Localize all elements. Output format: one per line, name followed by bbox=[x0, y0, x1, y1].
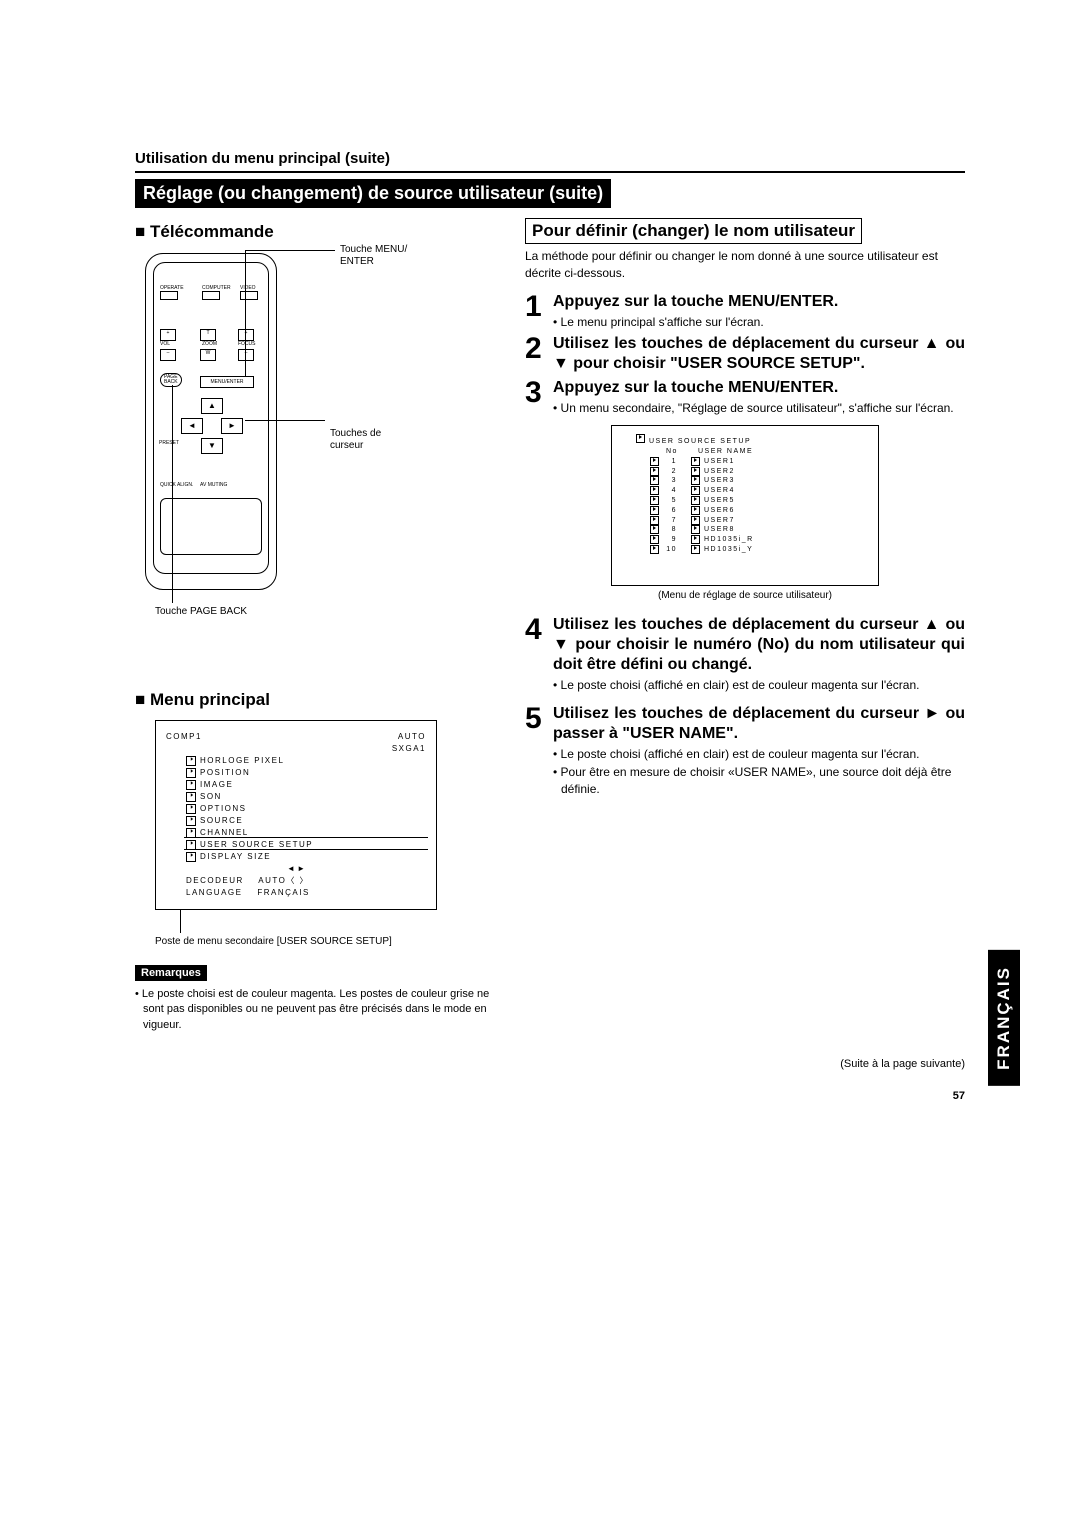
cursor-callout: Touches de curseur bbox=[330, 428, 381, 452]
step-bullet: • Le poste choisi (affiché en clair) est… bbox=[553, 677, 965, 694]
menu-item: IMAGE bbox=[200, 780, 233, 789]
remote-diagram: OPERATE COMPUTER VIDEO VOL ZOOM FOCUS + … bbox=[145, 250, 325, 630]
step-bullet: • Pour être en mesure de choisir «USER N… bbox=[553, 764, 965, 798]
remarques-label: Remarques bbox=[135, 965, 207, 981]
menu-heading: Menu principal bbox=[135, 690, 495, 710]
menu-item: CHANNEL bbox=[200, 828, 249, 837]
uss-row: 7USER7 bbox=[650, 516, 866, 526]
main-menu-box: COMP1 AUTO SXGA1 HORLOGE PIXEL POSITION … bbox=[155, 720, 437, 910]
step-number: 2 bbox=[525, 334, 553, 374]
menu-topleft: COMP1 bbox=[166, 731, 202, 743]
uss-row: 9HD1035i_R bbox=[650, 535, 866, 545]
remote-heading: Télécommande bbox=[135, 222, 495, 242]
step-1: 1 Appuyez sur la touche MENU/ENTER. • Le… bbox=[525, 292, 965, 331]
language-label: LANGUAGE bbox=[186, 888, 242, 897]
av-muting-label: AV MUTING bbox=[200, 483, 227, 488]
uss-caption: (Menu de réglage de source utilisateur) bbox=[525, 590, 965, 601]
step-title: Utilisez les touches de déplacement du c… bbox=[553, 615, 965, 675]
focus-plus: + bbox=[238, 329, 254, 341]
uss-row: 8USER8 bbox=[650, 525, 866, 535]
step-number: 5 bbox=[525, 704, 553, 798]
menu-topright2: SXGA1 bbox=[166, 743, 426, 755]
right-box-title: Pour définir (changer) le nom utilisateu… bbox=[525, 218, 862, 244]
step-title: Appuyez sur la touche MENU/ENTER. bbox=[553, 292, 965, 312]
vol-label: VOL bbox=[160, 341, 170, 347]
uss-row: 2USER2 bbox=[650, 467, 866, 477]
zoom-t: T bbox=[200, 329, 216, 341]
uss-header-name: USER NAME bbox=[698, 447, 753, 457]
language-value: FRANÇAIS bbox=[257, 888, 309, 897]
page-number: 57 bbox=[525, 1090, 965, 1102]
step-title: Appuyez sur la touche MENU/ENTER. bbox=[553, 378, 965, 398]
section-header: Utilisation du menu principal (suite) bbox=[135, 150, 965, 173]
uss-title: USER SOURCE SETUP bbox=[649, 438, 751, 445]
menu-item: SON bbox=[200, 792, 222, 801]
step-bullet: • Un menu secondaire, "Réglage de source… bbox=[553, 400, 965, 417]
suite-note: (Suite à la page suivante) bbox=[525, 1058, 965, 1070]
remarques-text: • Le poste choisi est de couleur magenta… bbox=[135, 987, 495, 1033]
menu-enter-btn: MENU/ENTER bbox=[200, 376, 254, 388]
menu-item: HORLOGE PIXEL bbox=[200, 756, 284, 765]
left-column: Télécommande OPERATE COMPUTER VIDEO VOL … bbox=[135, 218, 495, 1102]
menu-item-highlighted: USER SOURCE SETUP bbox=[200, 840, 313, 849]
uss-row: 5USER5 bbox=[650, 496, 866, 506]
menu-item: SOURCE bbox=[200, 816, 243, 825]
step-bullet: • Le poste choisi (affiché en clair) est… bbox=[553, 746, 965, 763]
uss-header-no: No bbox=[666, 447, 684, 457]
focus-label: FOCUS bbox=[238, 341, 256, 347]
menu-item: POSITION bbox=[200, 768, 250, 777]
uss-row: 4USER4 bbox=[650, 486, 866, 496]
uss-row: 3USER3 bbox=[650, 476, 866, 486]
title-bar: Réglage (ou changement) de source utilis… bbox=[135, 179, 611, 208]
uss-row: 1USER1 bbox=[650, 457, 866, 467]
step-number: 3 bbox=[525, 378, 553, 417]
step-5: 5 Utilisez les touches de déplacement du… bbox=[525, 704, 965, 798]
language-tab: FRANÇAIS bbox=[988, 950, 1020, 1086]
zoom-w: W bbox=[200, 349, 216, 361]
step-title: Utilisez les touches de déplacement du c… bbox=[553, 704, 965, 744]
cursor-pad: PRESET ▲ ◄ ► ▼ bbox=[171, 418, 251, 478]
step-3: 3 Appuyez sur la touche MENU/ENTER. • Un… bbox=[525, 378, 965, 417]
vol-minus: – bbox=[160, 349, 176, 361]
step-4: 4 Utilisez les touches de déplacement du… bbox=[525, 615, 965, 694]
focus-minus: – bbox=[238, 349, 254, 361]
right-column: Pour définir (changer) le nom utilisateu… bbox=[525, 218, 965, 1102]
decoder-label: DECODEUR bbox=[186, 876, 244, 885]
uss-row: 6USER6 bbox=[650, 506, 866, 516]
menu-enter-callout: Touche MENU/ ENTER bbox=[340, 244, 407, 268]
decoder-value: AUTO〈 〉 bbox=[258, 876, 309, 885]
step-title: Utilisez les touches de déplacement du c… bbox=[553, 334, 965, 374]
user-source-setup-box: USER SOURCE SETUP No USER NAME 1USER12US… bbox=[611, 425, 879, 586]
right-intro: La méthode pour définir ou changer le no… bbox=[525, 248, 965, 282]
page-back-callout: Touche PAGE BACK bbox=[155, 606, 247, 618]
step-number: 1 bbox=[525, 292, 553, 331]
step-2: 2 Utilisez les touches de déplacement du… bbox=[525, 334, 965, 374]
zoom-label: ZOOM bbox=[202, 341, 217, 347]
menu-item: DISPLAY SIZE bbox=[200, 852, 271, 861]
menu-item: OPTIONS bbox=[200, 804, 247, 813]
step-number: 4 bbox=[525, 615, 553, 694]
quick-align-label: QUICK ALIGN. bbox=[160, 483, 193, 488]
page-back-btn: PAGEBACK bbox=[160, 373, 182, 387]
menu-topright1: AUTO bbox=[398, 731, 426, 743]
vol-plus: + bbox=[160, 329, 176, 341]
step-bullet: • Le menu principal s'affiche sur l'écra… bbox=[553, 314, 965, 331]
uss-row: 10HD1035i_Y bbox=[650, 545, 866, 555]
menu-caption: Poste de menu secondaire [USER SOURCE SE… bbox=[155, 936, 495, 947]
